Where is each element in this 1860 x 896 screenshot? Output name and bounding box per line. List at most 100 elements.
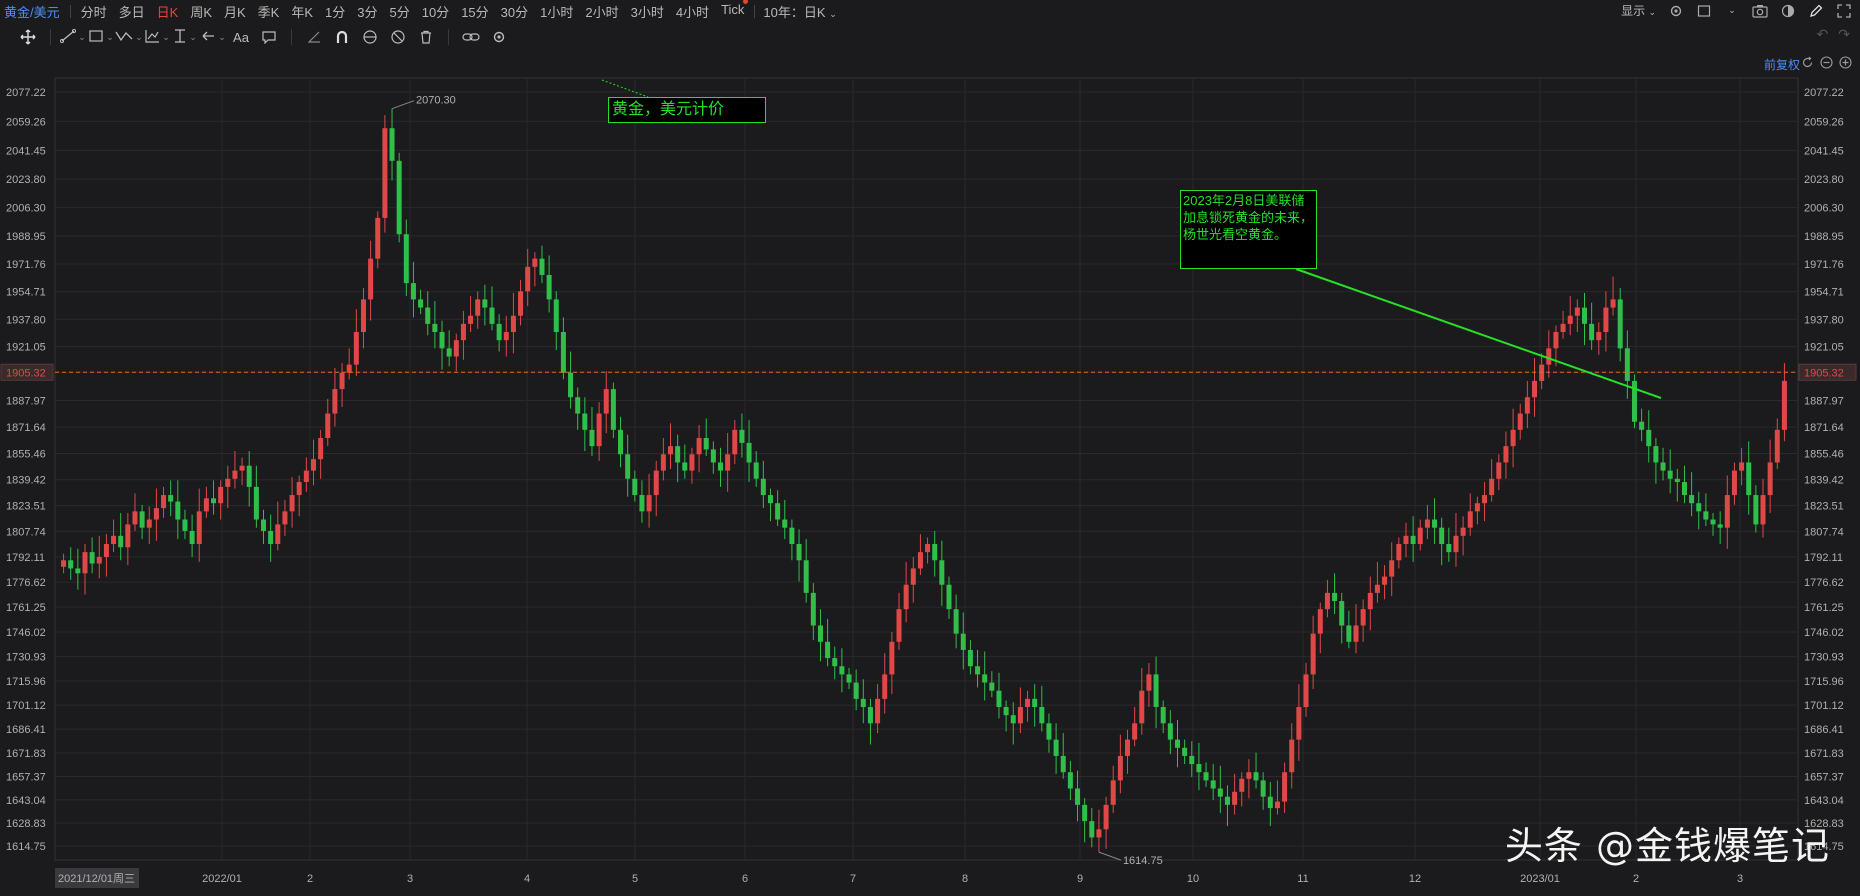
chart-pattern-tool[interactable]: ⌄ xyxy=(143,26,171,48)
period-tab[interactable]: 分时 xyxy=(80,4,107,20)
candle-body xyxy=(553,299,559,333)
reset-icon[interactable] xyxy=(1801,56,1814,74)
layout-icon[interactable] xyxy=(1696,3,1712,19)
candle-body xyxy=(1631,380,1637,422)
period-tab[interactable]: 2小时 xyxy=(585,4,619,20)
x-tick-label: 2023/01 xyxy=(1520,873,1560,885)
trash-icon[interactable] xyxy=(412,26,440,48)
candle-body xyxy=(1117,755,1123,781)
candle-body xyxy=(325,413,331,438)
period-tab[interactable]: 5分 xyxy=(389,4,410,20)
arrow-tool[interactable]: ⌄ xyxy=(199,26,227,48)
period-tab[interactable]: 多日 xyxy=(118,4,145,20)
candle-body xyxy=(1574,307,1580,316)
candle-body xyxy=(1324,592,1330,610)
y-tick-label-left: 1988.95 xyxy=(6,231,46,243)
annotation-event-note[interactable]: 2023年2月8日美联储加息锁死黄金的未来，杨世光看空黄金。 xyxy=(1180,190,1317,269)
candle-body xyxy=(1553,332,1559,349)
candle-body xyxy=(853,682,859,699)
zoom-in-icon[interactable] xyxy=(1839,56,1852,74)
candle-body xyxy=(1439,527,1445,544)
y-tick-label-left: 1807.74 xyxy=(6,526,46,538)
link-icon[interactable] xyxy=(457,26,485,48)
period-tab[interactable]: 周K xyxy=(190,4,212,20)
candle-body xyxy=(1496,462,1502,479)
lock-drawing-icon[interactable] xyxy=(356,26,384,48)
candle-body xyxy=(368,258,374,300)
candle-body xyxy=(1589,323,1595,341)
candle-body xyxy=(268,530,274,544)
candle-body xyxy=(817,625,823,642)
range-selector[interactable]: 10年：日K ⌄ xyxy=(759,2,840,21)
candle-body xyxy=(246,465,252,487)
period-tab[interactable]: 季K xyxy=(257,4,280,20)
display-menu[interactable]: 显示 ⌄ xyxy=(1621,2,1656,19)
magnet-icon[interactable] xyxy=(328,26,356,48)
period-tab[interactable]: 1分 xyxy=(325,4,346,20)
undo-icon[interactable]: ↶ xyxy=(1816,26,1829,42)
y-tick-label-left: 1839.42 xyxy=(6,475,46,487)
period-tab[interactable]: 4小时 xyxy=(675,4,710,20)
pencil-icon[interactable] xyxy=(1808,3,1824,19)
candle-body xyxy=(1160,707,1166,724)
period-tab[interactable]: Tick xyxy=(715,0,750,21)
event-note-connector xyxy=(1295,268,1662,399)
comment-icon[interactable] xyxy=(255,26,283,48)
measure-tool[interactable]: ⌄ xyxy=(171,26,199,48)
candle-body xyxy=(1446,543,1452,553)
candle-body xyxy=(1560,323,1566,333)
candle-body xyxy=(1503,446,1509,463)
fullscreen-icon[interactable] xyxy=(1836,3,1852,19)
candle-body xyxy=(1703,511,1709,520)
candle-body xyxy=(1689,495,1695,504)
period-tab[interactable]: 日K xyxy=(156,4,179,20)
candle-body xyxy=(1096,829,1102,838)
period-tab[interactable]: 3小时 xyxy=(630,4,664,20)
rectangle-tool[interactable]: ⌄ xyxy=(87,26,115,48)
y-tick-label-right: 1871.64 xyxy=(1804,422,1844,434)
text-tool[interactable]: Aa xyxy=(227,26,255,48)
redo-icon[interactable]: ↷ xyxy=(1838,26,1850,42)
candle-body xyxy=(439,332,445,349)
candle-body xyxy=(746,442,752,463)
candle-body xyxy=(839,666,845,675)
x-tick-label: 2022/01 xyxy=(202,873,242,885)
candle-body xyxy=(1717,524,1723,528)
candle-body xyxy=(1482,495,1488,504)
camera-icon[interactable] xyxy=(1752,3,1768,19)
settings-icon[interactable] xyxy=(1668,3,1684,19)
y-tick-label-left: 1628.83 xyxy=(6,818,46,830)
trendline-tool[interactable]: ⌄ xyxy=(59,26,87,48)
period-tab[interactable]: 月K xyxy=(224,4,246,20)
hide-drawing-icon[interactable] xyxy=(384,26,412,48)
wave-tool[interactable]: ⌄ xyxy=(115,26,143,48)
annotation-title-note[interactable]: 黄金，美元计价 xyxy=(608,97,766,123)
range-label: 10年：日K xyxy=(763,4,826,20)
period-tab[interactable]: 1小时 xyxy=(540,4,574,20)
candle-body xyxy=(1724,495,1730,528)
candle-body xyxy=(118,535,124,548)
candle-body xyxy=(1017,707,1023,724)
symbol-selector[interactable]: 黄金/美元 xyxy=(4,4,60,20)
y-tick-label-right: 1988.95 xyxy=(1804,231,1844,243)
y-tick-label-right: 1954.71 xyxy=(1804,287,1844,299)
angle-icon[interactable] xyxy=(300,26,328,48)
candle-body xyxy=(1260,780,1266,797)
period-tab[interactable]: 10分 xyxy=(421,4,450,20)
y-tick-label-left: 2006.30 xyxy=(6,203,46,215)
theme-icon[interactable] xyxy=(1780,3,1796,19)
period-tab[interactable]: 30分 xyxy=(500,4,529,20)
candle-body xyxy=(382,128,388,218)
chevron-down-icon[interactable]: ⌄ xyxy=(1728,5,1736,15)
period-tab[interactable]: 年K xyxy=(291,4,314,20)
zoom-out-icon[interactable] xyxy=(1820,56,1833,74)
period-tab[interactable]: 15分 xyxy=(461,4,489,20)
y-tick-label-left: 1671.83 xyxy=(6,748,46,760)
adjustment-selector[interactable]: 前复权 xyxy=(1763,58,1800,72)
move-icon[interactable] xyxy=(14,26,42,48)
period-tab[interactable]: 3分 xyxy=(357,4,378,20)
grid xyxy=(54,77,1799,861)
candle-body xyxy=(103,543,109,558)
settings-icon[interactable] xyxy=(485,26,513,48)
